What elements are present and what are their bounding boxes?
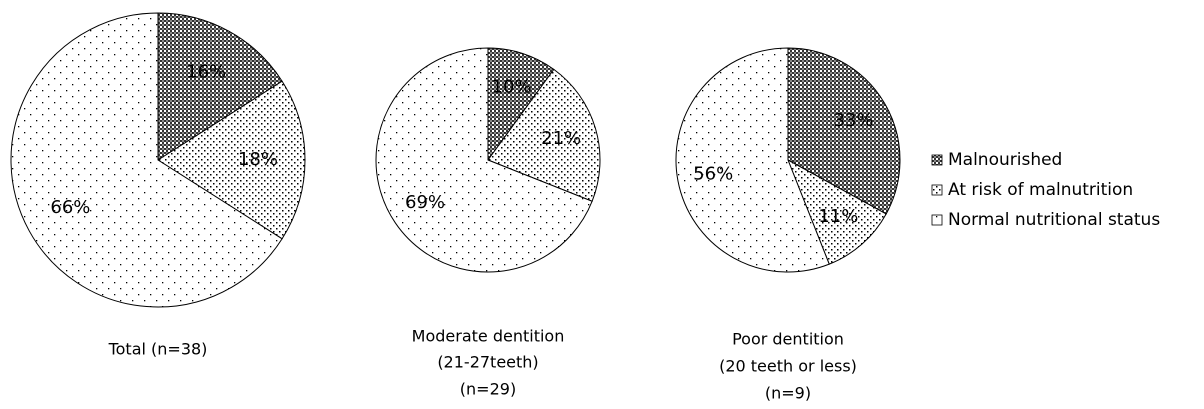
pie-title: (21-27teeth) — [437, 353, 538, 372]
legend-label: At risk of malnutrition — [948, 180, 1133, 200]
value-label: 18% — [238, 149, 278, 170]
legend-swatch — [931, 154, 943, 166]
pie-slice — [675, 47, 830, 273]
value-label: 69% — [405, 192, 445, 213]
pie-slice — [787, 158, 887, 265]
pie-slice — [10, 12, 283, 308]
pie-slice — [157, 80, 306, 240]
value-label: 11% — [818, 206, 858, 227]
value-label: 66% — [50, 197, 90, 218]
pie-title: (n=29) — [460, 380, 516, 399]
pie-title: Total (n=38) — [108, 340, 208, 359]
pie-slice — [375, 47, 593, 273]
pie-slice — [157, 12, 283, 161]
legend-swatch — [931, 184, 943, 196]
value-label: 10% — [492, 77, 532, 98]
legend-label: Malnourished — [948, 150, 1062, 170]
pie-title: Moderate dentition — [412, 327, 565, 346]
value-label: 21% — [541, 128, 581, 149]
pie-title: (n=9) — [765, 384, 811, 403]
pie-title: Poor dentition — [732, 330, 844, 349]
legend-swatch — [931, 214, 943, 226]
value-label: 33% — [834, 110, 874, 131]
pie-title: (20 teeth or less) — [719, 357, 857, 376]
pie-slice — [787, 47, 901, 215]
pie-slice — [487, 68, 601, 202]
legend-label: Normal nutritional status — [948, 210, 1160, 230]
value-label: 16% — [186, 61, 226, 82]
value-label: 56% — [693, 163, 733, 184]
